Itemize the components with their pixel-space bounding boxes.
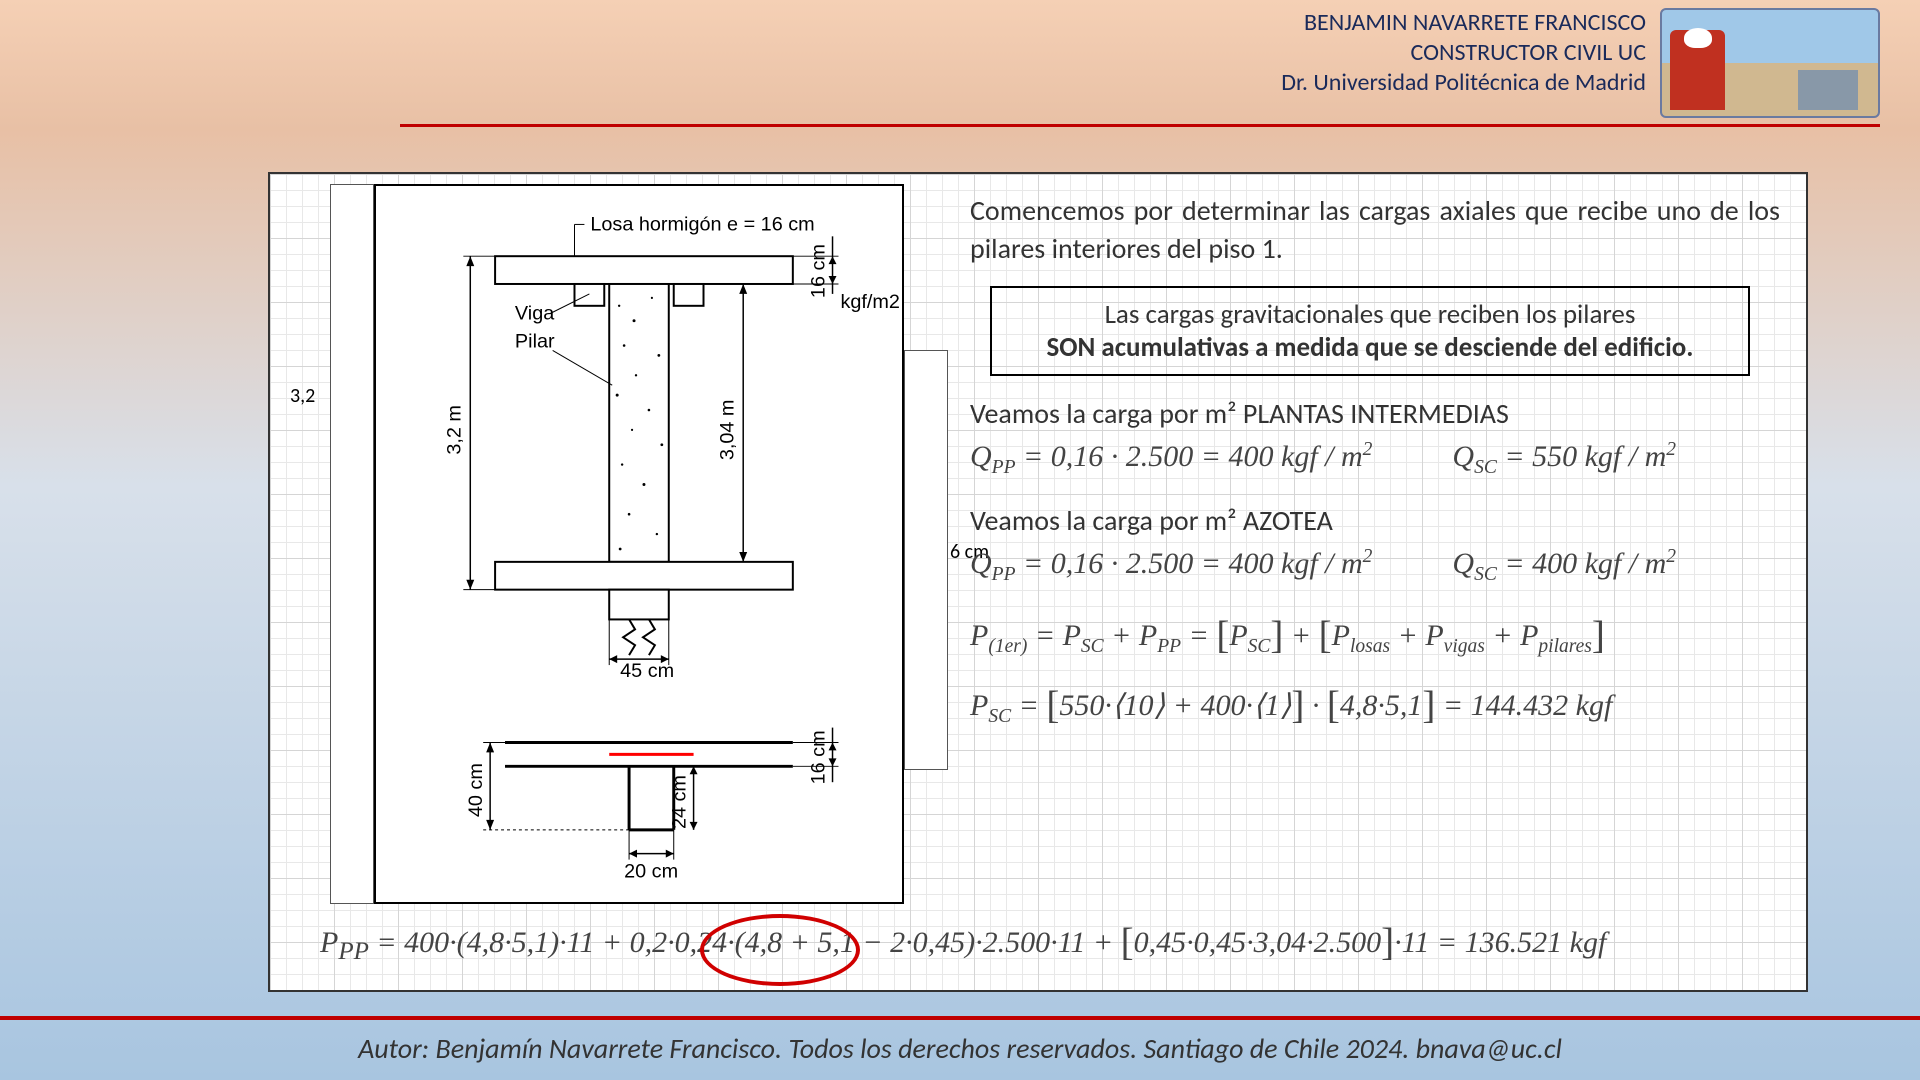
eq-row-azotea: QPP = 0,16 · 2.500 = 400 kgf / m2 QSC = …	[970, 546, 1780, 586]
dim-beam-h: 40 cm	[465, 763, 487, 817]
label-beam: Viga	[515, 303, 555, 325]
eq-row-intermedias: QPP = 0,16 · 2.500 = 400 kgf / m2 QSC = …	[970, 439, 1780, 479]
dim-floor-h: 3,2 m	[443, 405, 465, 455]
slide-header: BENJAMIN NAVARRETE FRANCISCO CONSTRUCTOR…	[1281, 8, 1880, 118]
label-unit: kgf/m2	[840, 291, 900, 313]
box-line2: SON acumulativas a medida que se descien…	[1008, 331, 1732, 364]
eq-ppp: PPP = 400·(4,8·5,1)·11 + 0,2·0,24·(4,8 +…	[320, 917, 1780, 966]
dim-web-w: 20 cm	[624, 860, 678, 882]
eq-qsc-int: QSC = 550 kgf / m2	[1452, 439, 1676, 479]
author-block: BENJAMIN NAVARRETE FRANCISCO CONSTRUCTOR…	[1281, 8, 1646, 98]
outer-left-dim: 3,2	[290, 384, 315, 408]
highlight-box: Las cargas gravitacionales que reciben l…	[990, 286, 1750, 376]
figure-outer-left	[330, 184, 374, 904]
text-column: Comencemos por determinar las cargas axi…	[970, 192, 1780, 728]
content-card: 3,2 6 cm text{font:20px Arial;fill:#000}	[268, 172, 1808, 992]
dim-slab-t: 16 cm	[808, 244, 830, 298]
author-affil: Dr. Universidad Politécnica de Madrid	[1281, 68, 1646, 98]
section-intermedias: Veamos la carga por m² PLANTAS INTERMEDI…	[970, 396, 1780, 431]
eq-qpp-az: QPP = 0,16 · 2.500 = 400 kgf / m2	[970, 546, 1372, 586]
dim-slab-t2: 16 cm	[808, 730, 830, 784]
author-title: CONSTRUCTOR CIVIL UC	[1281, 38, 1646, 68]
author-photo	[1660, 8, 1880, 118]
box-line1: Las cargas gravitacionales que reciben l…	[1008, 298, 1732, 331]
author-name: BENJAMIN NAVARRETE FRANCISCO	[1281, 8, 1646, 38]
eq-psc: PSC = [550·⟨10⟩ + 400·⟨1⟩] · [4,8·5,1] =…	[970, 680, 1780, 728]
dim-col-w: 45 cm	[620, 660, 674, 682]
intro-text: Comencemos por determinar las cargas axi…	[970, 192, 1780, 268]
structural-figure: text{font:20px Arial;fill:#000}	[374, 184, 904, 904]
header-rule	[400, 124, 1880, 127]
label-column: Pilar	[515, 330, 555, 352]
dim-web-h: 24 cm	[669, 775, 691, 829]
eq-qpp-int: QPP = 0,16 · 2.500 = 400 kgf / m2	[970, 439, 1372, 479]
eq-qsc-az: QSC = 400 kgf / m2	[1452, 546, 1676, 586]
footer-rule	[0, 1016, 1920, 1020]
section-azotea: Veamos la carga por m² AZOTEA	[970, 503, 1780, 538]
eq-p1er: P(1er) = PSC + PPP = [PSC] + [Plosas + P…	[970, 610, 1780, 658]
label-slab: Losa hormigón e = 16 cm	[590, 213, 814, 235]
highlight-oval-icon	[700, 914, 860, 986]
figure-outer-right	[904, 350, 948, 770]
dim-clear-h: 3,04 m	[716, 400, 738, 461]
footer-text: Autor: Benjamín Navarrete Francisco. Tod…	[0, 1031, 1920, 1066]
